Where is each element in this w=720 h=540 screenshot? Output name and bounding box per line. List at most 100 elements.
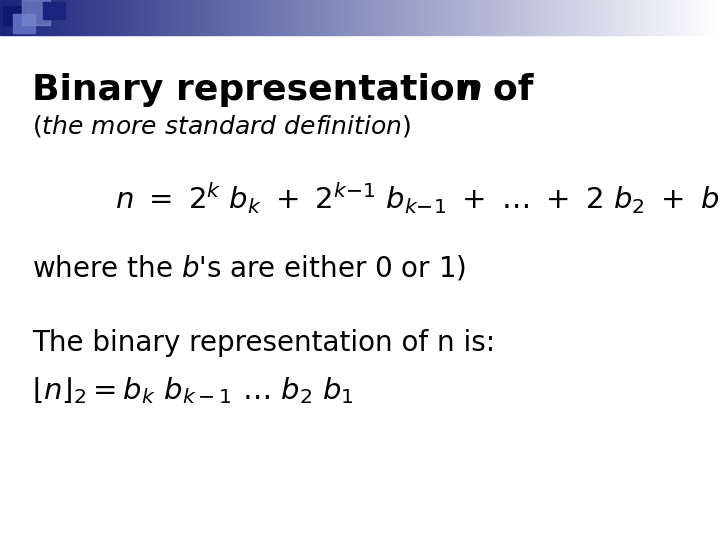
Bar: [315, 0, 317, 35]
Bar: [619, 0, 621, 35]
Bar: [271, 0, 274, 35]
Bar: [701, 0, 703, 35]
Bar: [106, 0, 108, 35]
Bar: [276, 0, 279, 35]
Text: where the $\mathit{b}$'s are either 0 or 1): where the $\mathit{b}$'s are either 0 or…: [32, 254, 467, 283]
Bar: [708, 0, 711, 35]
Bar: [506, 0, 509, 35]
Bar: [283, 0, 286, 35]
Bar: [302, 0, 305, 35]
Bar: [564, 0, 567, 35]
Bar: [415, 0, 418, 35]
Bar: [29, 0, 31, 35]
Bar: [696, 0, 698, 35]
Bar: [533, 0, 535, 35]
Bar: [499, 0, 502, 35]
Bar: [581, 0, 583, 35]
Bar: [149, 0, 151, 35]
Bar: [610, 0, 612, 35]
Bar: [660, 0, 662, 35]
Bar: [456, 0, 459, 35]
Bar: [199, 0, 202, 35]
Bar: [286, 0, 288, 35]
Bar: [574, 0, 576, 35]
Bar: [228, 0, 230, 35]
Bar: [351, 0, 353, 35]
Bar: [528, 0, 531, 35]
Bar: [495, 0, 497, 35]
Bar: [418, 0, 420, 35]
Bar: [629, 0, 631, 35]
Bar: [576, 0, 578, 35]
Bar: [5, 0, 7, 35]
Bar: [171, 0, 173, 35]
Bar: [77, 0, 79, 35]
Bar: [691, 0, 693, 35]
Bar: [207, 0, 209, 35]
Bar: [153, 0, 156, 35]
Bar: [698, 0, 701, 35]
Bar: [547, 0, 549, 35]
Bar: [60, 0, 63, 35]
Bar: [559, 0, 562, 35]
Bar: [295, 0, 297, 35]
Bar: [446, 0, 449, 35]
Bar: [607, 0, 610, 35]
Bar: [139, 0, 142, 35]
Bar: [266, 0, 269, 35]
Bar: [439, 0, 441, 35]
Bar: [461, 0, 463, 35]
Bar: [50, 0, 53, 35]
Bar: [161, 0, 163, 35]
Bar: [485, 0, 487, 35]
Bar: [509, 0, 511, 35]
Bar: [240, 0, 243, 35]
Bar: [657, 0, 660, 35]
Bar: [173, 0, 175, 35]
Bar: [214, 0, 216, 35]
Bar: [477, 0, 480, 35]
Bar: [125, 0, 127, 35]
Bar: [466, 0, 468, 35]
Bar: [209, 0, 211, 35]
Bar: [521, 0, 523, 35]
Bar: [19, 0, 22, 35]
Bar: [348, 0, 351, 35]
Bar: [326, 0, 329, 35]
Bar: [110, 0, 113, 35]
Bar: [252, 0, 254, 35]
Bar: [14, 0, 17, 35]
Text: $\mathit{n}$: $\mathit{n}$: [459, 73, 482, 107]
Bar: [127, 0, 130, 35]
Bar: [653, 0, 655, 35]
Bar: [600, 0, 603, 35]
Bar: [540, 0, 542, 35]
Bar: [79, 0, 81, 35]
Bar: [233, 0, 235, 35]
Bar: [583, 0, 585, 35]
Bar: [259, 0, 261, 35]
Bar: [336, 0, 338, 35]
Bar: [518, 0, 521, 35]
Bar: [384, 0, 387, 35]
Bar: [158, 0, 161, 35]
Bar: [235, 0, 238, 35]
Bar: [41, 0, 43, 35]
Bar: [593, 0, 595, 35]
Bar: [346, 0, 348, 35]
Bar: [2, 0, 5, 35]
Bar: [225, 0, 228, 35]
Bar: [329, 0, 331, 35]
Bar: [389, 0, 391, 35]
Bar: [567, 0, 569, 35]
Bar: [317, 0, 319, 35]
Bar: [192, 0, 194, 35]
Bar: [168, 0, 171, 35]
Bar: [369, 0, 372, 35]
Bar: [667, 0, 670, 35]
Bar: [377, 0, 379, 35]
Bar: [502, 0, 504, 35]
Bar: [269, 0, 271, 35]
Bar: [451, 0, 454, 35]
Bar: [333, 0, 336, 35]
